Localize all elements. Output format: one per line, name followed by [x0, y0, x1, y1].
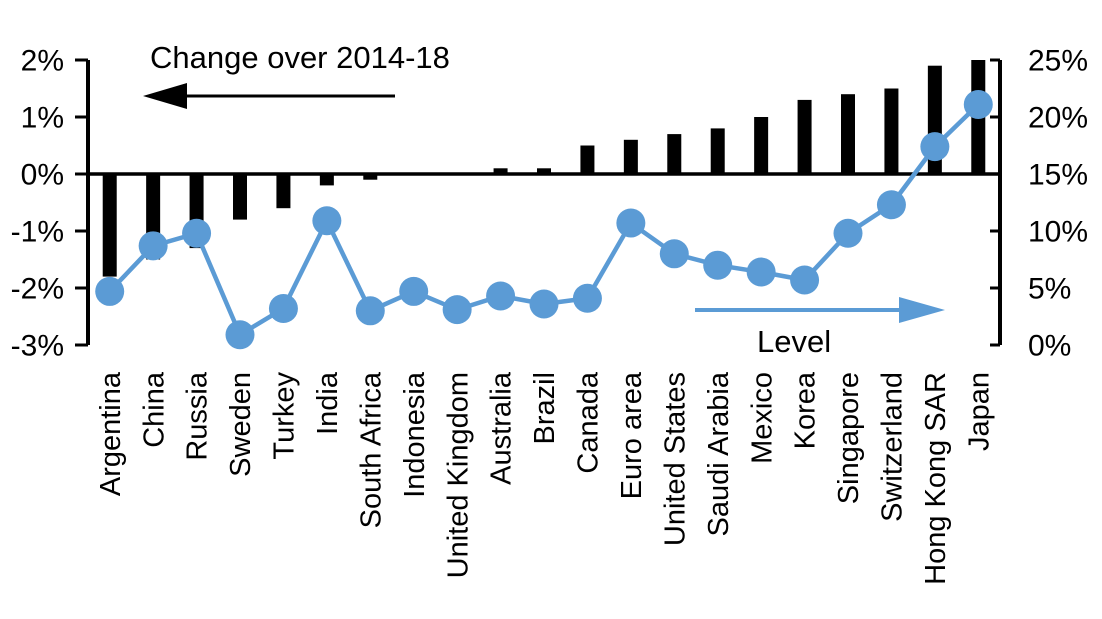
- category-label-china: China: [138, 371, 170, 448]
- left-axis-tick-label: -1%: [11, 216, 64, 249]
- marker-sweden: [225, 320, 255, 350]
- bar-india: [319, 174, 334, 186]
- category-label-euro-area: Euro area: [616, 371, 648, 499]
- marker-india: [312, 206, 342, 236]
- left-axis-tick-label: -2%: [11, 273, 64, 306]
- category-label-canada: Canada: [573, 371, 605, 473]
- marker-russia: [182, 218, 212, 248]
- line-series-group: [95, 89, 993, 350]
- category-label-turkey: Turkey: [269, 372, 301, 460]
- marker-canada: [572, 283, 602, 313]
- bar-singapore: [841, 94, 855, 174]
- category-label-united-states: United States: [659, 372, 691, 546]
- bar-sweden: [233, 174, 247, 220]
- right-axis-tick-label: 20%: [1028, 102, 1088, 135]
- category-label-india: India: [312, 371, 344, 435]
- bar-mexico: [754, 117, 769, 174]
- category-label-mexico: Mexico: [746, 372, 778, 464]
- category-label-australia: Australia: [486, 371, 518, 485]
- marker-japan: [963, 89, 993, 119]
- bar-australia: [493, 168, 508, 174]
- category-label-korea: Korea: [790, 371, 822, 449]
- level-label: Level: [757, 324, 831, 359]
- chart-title: Change over 2014-18: [150, 40, 450, 75]
- marker-argentina: [95, 276, 125, 306]
- axes-group: 2% 1% 0% -1% -2% -3% 25% 20% 15% 10% 5% 0%: [11, 45, 1088, 363]
- category-label-sweden: Sweden: [225, 372, 257, 477]
- left-axis-tick-label: -3%: [11, 330, 64, 363]
- marker-united-states: [659, 239, 689, 269]
- bar-south-africa: [363, 174, 378, 180]
- bar-brazil: [537, 168, 551, 174]
- left-axis-tick-label: 1%: [21, 102, 64, 135]
- category-label-russia: Russia: [182, 371, 214, 461]
- marker-south-africa: [355, 296, 385, 326]
- right-axis-tick-label: 25%: [1028, 45, 1088, 78]
- right-axis-tick-label: 10%: [1028, 216, 1088, 249]
- bar-korea: [797, 99, 812, 174]
- category-label-argentina: Argentina: [95, 371, 127, 496]
- bar-turkey: [276, 174, 291, 209]
- left-axis-tick-label: 0%: [21, 159, 64, 192]
- marker-indonesia: [399, 276, 429, 306]
- left-axis-tick-label: 2%: [21, 45, 64, 78]
- category-label-saudi-arabia: Saudi Arabia: [703, 371, 735, 536]
- category-labels-group: Argentina China Russia Sweden Turkey India Sou…: [95, 371, 996, 585]
- marker-mexico: [746, 257, 776, 287]
- right-axis-tick-label: 0%: [1028, 330, 1071, 363]
- marker-saudi-arabia: [703, 250, 733, 280]
- marker-korea: [790, 265, 820, 295]
- bar-argentina: [102, 174, 117, 277]
- level-arrow-right-icon: [695, 297, 945, 323]
- category-label-japan: Japan: [963, 372, 995, 451]
- category-label-hong-kong-sar: Hong Kong SAR: [920, 372, 952, 585]
- right-axis-tick-label: 5%: [1028, 273, 1071, 306]
- bar-united-states: [667, 134, 682, 174]
- marker-singapore: [833, 218, 863, 248]
- bar-saudi-arabia: [710, 128, 725, 174]
- category-label-brazil: Brazil: [529, 372, 561, 445]
- category-label-indonesia: Indonesia: [399, 371, 431, 498]
- category-label-singapore: Singapore: [833, 372, 865, 504]
- right-axis-tick-label: 15%: [1028, 159, 1088, 192]
- category-label-united-kingdom: United Kingdom: [442, 372, 474, 578]
- change-arrow-left-icon: [143, 83, 395, 109]
- bar-euro-area: [623, 139, 638, 174]
- marker-turkey: [268, 294, 298, 324]
- marker-united-kingdom: [442, 295, 472, 325]
- marker-china: [138, 231, 168, 261]
- marker-brazil: [529, 289, 559, 319]
- bar-canada: [580, 145, 595, 174]
- category-label-south-africa: South Africa: [355, 371, 387, 528]
- category-label-switzerland: Switzerland: [877, 372, 909, 522]
- marker-australia: [486, 281, 516, 311]
- marker-switzerland: [876, 190, 906, 220]
- bar-switzerland: [884, 88, 899, 174]
- marker-euro-area: [616, 208, 646, 238]
- marker-hong-kong-sar: [920, 132, 950, 162]
